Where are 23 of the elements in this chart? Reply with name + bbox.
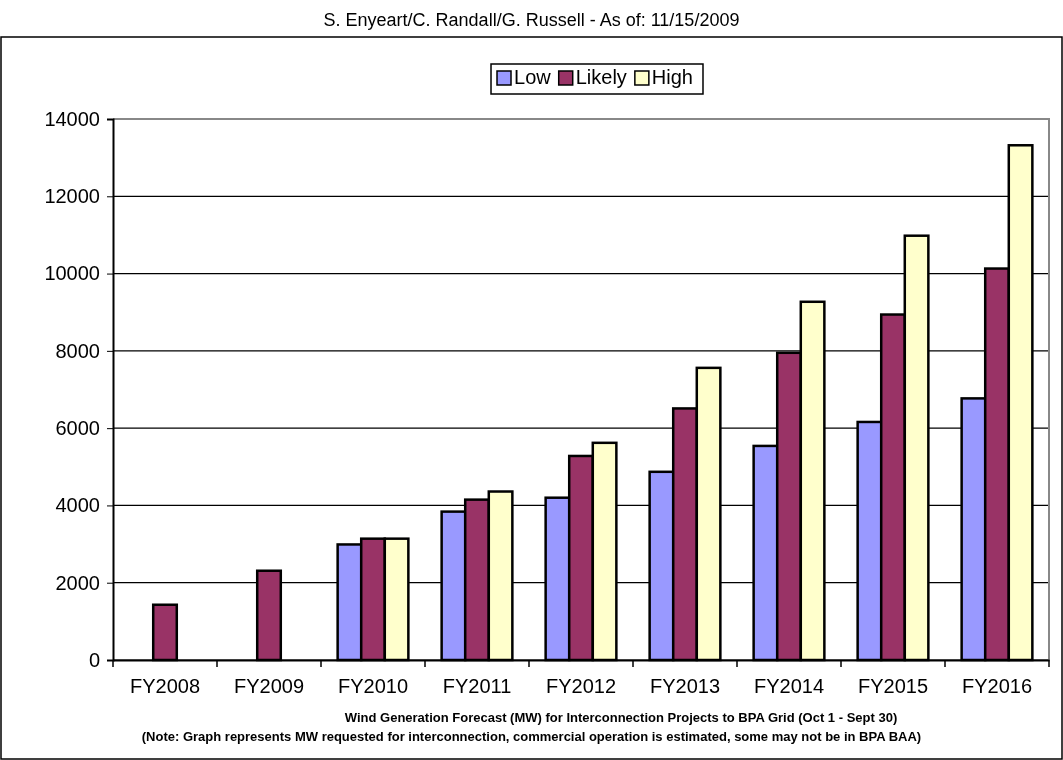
y-tick-label: 2000 [55,571,100,594]
text: (Note: Graph represents MW requested for interconnection, commercial operation is estimated, some may not be in BPA BAA) [141,729,922,744]
y-tick-label: 4000 [55,494,100,517]
legend-label: High [651,66,693,88]
x-tick-label: FY2009 [233,675,305,697]
y-tick-label: 10000 [44,262,100,285]
x-tick-label: FY2012 [545,675,617,697]
x-tick-label: FY2010 [337,675,409,697]
y-tick-label: 8000 [55,339,100,362]
y-tick-label: 12000 [44,185,100,208]
chart-title: S. Enyeart/C. Randall/G. Russell - As of: 11/15/2009 [323,10,740,30]
y-tick-label: 0 [88,648,100,671]
x-tick-label: FY2013 [649,675,721,697]
x-tick-label: FY2016 [961,675,1033,697]
legend-label: Likely [575,66,627,88]
x-tick-label: FY2014 [753,675,825,697]
y-tick-label: 14000 [44,107,100,130]
legend-label: Low [514,66,552,88]
x-axis-title: Wind Generation Forecast (MW) for Interconnection Projects to BPA Grid (Oct 1 - Sept 30) [344,710,898,725]
x-tick-label: FY2015 [857,675,929,697]
x-tick-label: FY2008 [129,675,201,697]
y-tick-label: 6000 [55,417,100,440]
x-tick-label: FY2011 [442,675,512,697]
